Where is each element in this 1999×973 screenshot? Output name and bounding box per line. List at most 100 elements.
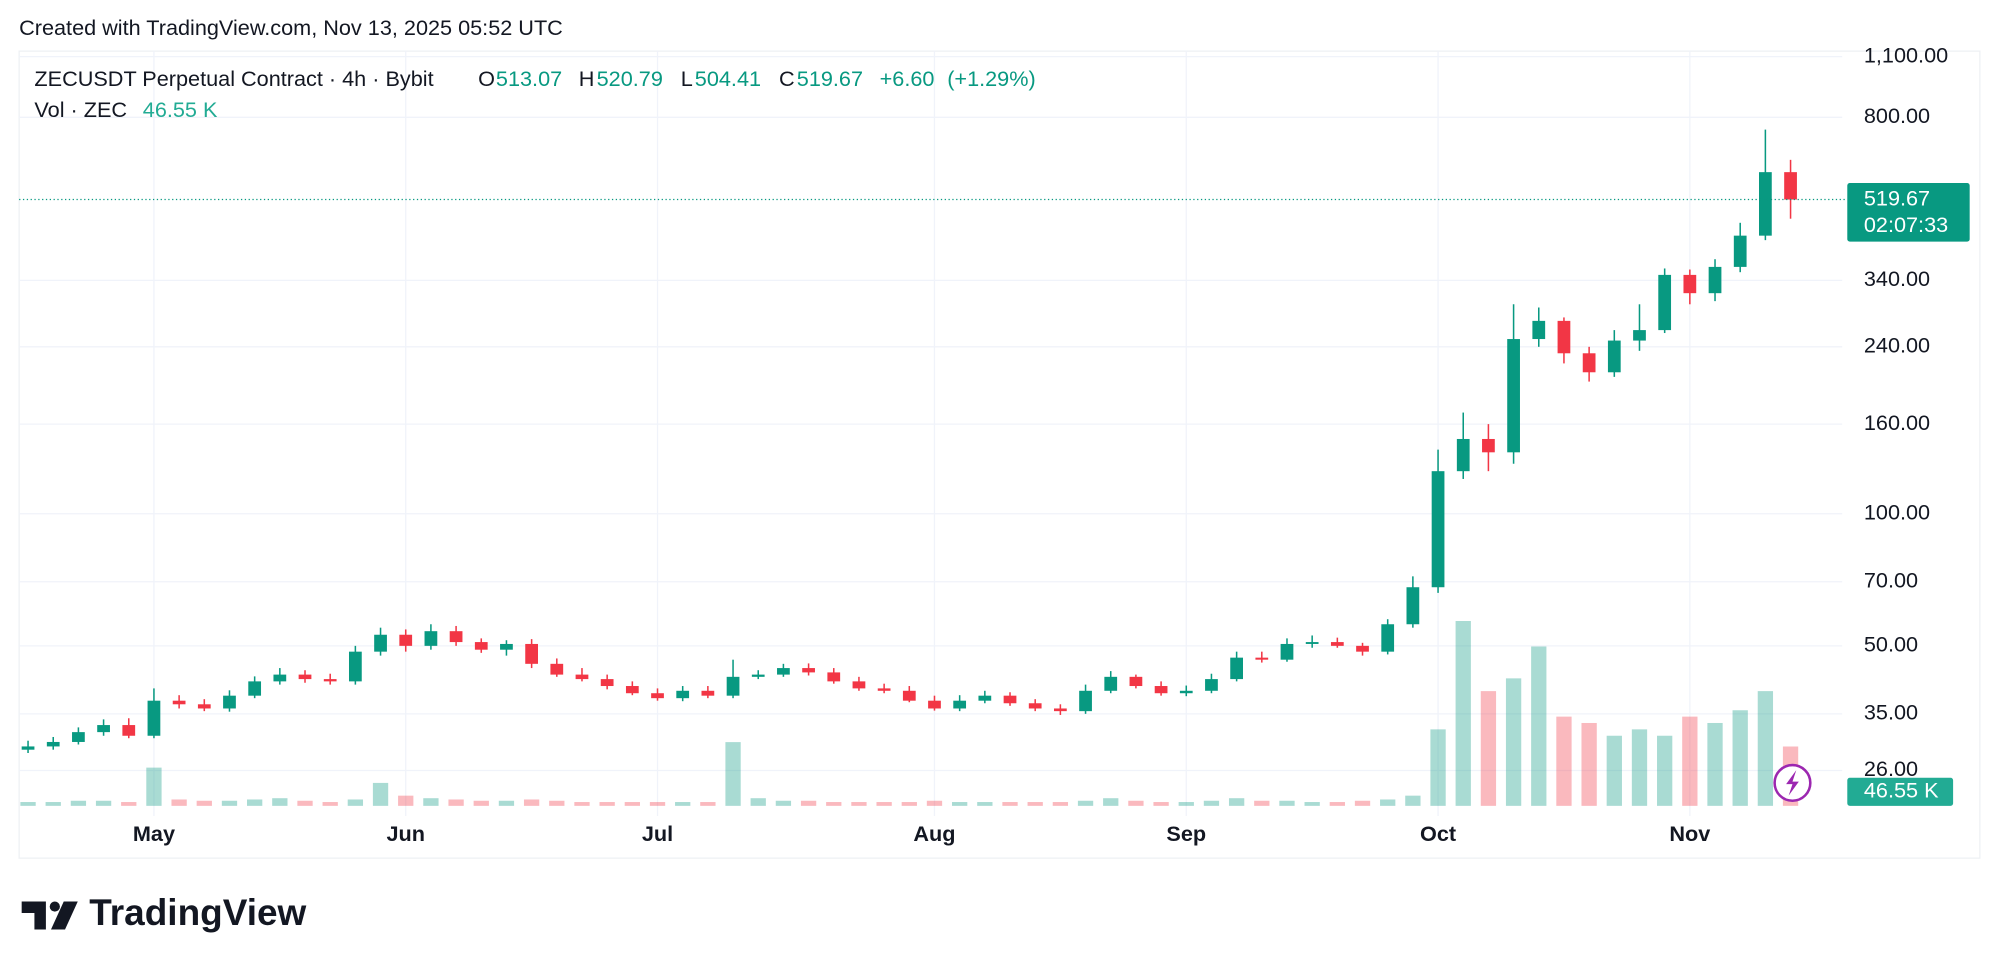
volume-layer [20, 620, 1799, 806]
volume-bar [347, 799, 364, 806]
candle-body [651, 693, 664, 699]
price-badge-value: 519.67 [1864, 185, 1930, 210]
candle-body [827, 672, 841, 682]
volume-bar [247, 799, 263, 806]
candle-body [751, 674, 765, 677]
candle-body [374, 634, 387, 652]
candle-body [1054, 708, 1067, 712]
candle-body [953, 700, 967, 709]
candle-body [852, 681, 866, 689]
volume-bar [1505, 678, 1522, 806]
y-tick-label: 35.00 [1864, 700, 1918, 725]
candle-body [1482, 438, 1495, 453]
candle-body [802, 668, 815, 673]
candle-body [1129, 676, 1143, 687]
volume-bar [1329, 802, 1345, 806]
volume-bar [1354, 800, 1371, 806]
volume-bar [523, 799, 540, 806]
volume-badge [1847, 777, 1954, 806]
volume-bar [146, 767, 162, 806]
candle-body [1658, 274, 1672, 331]
volume-bar [1405, 795, 1421, 806]
logo-mark [21, 901, 46, 930]
volume-bar [1455, 620, 1471, 806]
x-tick-label: Oct [1420, 821, 1456, 846]
y-tick-label: 160.00 [1864, 410, 1930, 435]
change-value: +6.60 [880, 66, 935, 91]
volume-bar [549, 800, 565, 806]
volume-bar [952, 802, 968, 806]
candle-body [1532, 320, 1546, 340]
close-value: 519.67 [797, 66, 863, 91]
candle-body [1607, 340, 1621, 373]
volume-bar [1153, 802, 1169, 806]
volume-bar [624, 802, 640, 806]
high-label: H [579, 66, 595, 91]
volume-bar [725, 742, 741, 806]
volume-bar [423, 798, 439, 806]
candle-body [72, 732, 85, 742]
volume-bar [851, 802, 867, 806]
candle-body [1330, 642, 1344, 646]
volume-bar [95, 800, 112, 806]
candle-body [197, 704, 211, 709]
y-tick-label: 26.00 [1864, 756, 1918, 781]
volume-bar [498, 800, 515, 806]
candle-body [298, 674, 312, 680]
candle-body [474, 642, 488, 650]
logo-dot [49, 901, 60, 912]
price-badge [1847, 182, 1970, 242]
volume-bar [649, 802, 666, 806]
y-tick-label: 800.00 [1864, 103, 1930, 128]
volume-bar [1077, 800, 1094, 806]
candle-body [676, 690, 690, 699]
grid [19, 51, 1843, 817]
volume-bar [826, 802, 842, 806]
volume-bar [1254, 800, 1270, 806]
candle-body [21, 746, 35, 750]
candle-body [575, 674, 589, 680]
brand-logo: TradingView [21, 892, 307, 933]
volume-bar [1556, 716, 1572, 806]
candle-body [323, 679, 337, 682]
overlay: 1,100.00 800.00 340.00 240.00 160.00 100.00 70… [19, 42, 1970, 846]
candle-body [525, 643, 538, 664]
volume-bar [1732, 710, 1748, 806]
candle-body [1733, 235, 1747, 267]
open-value: 513.07 [496, 66, 562, 91]
volume-bar [901, 802, 917, 806]
candle-body [1784, 172, 1797, 200]
candle-body [1356, 645, 1369, 652]
candle-body [97, 725, 110, 733]
candle-body [1507, 339, 1520, 453]
candle-body [1683, 274, 1697, 294]
candle-body [1230, 657, 1244, 680]
volume-bar [398, 795, 414, 806]
x-tick-label: Aug [913, 821, 955, 846]
candle-body [1028, 703, 1042, 709]
y-tick-label: 240.00 [1864, 333, 1930, 358]
volume-bar [70, 800, 87, 806]
candle-body [701, 690, 715, 696]
volume-bar [1707, 722, 1723, 806]
volume-bar [1682, 716, 1698, 806]
volume-bar [876, 802, 892, 806]
candle-body [1406, 587, 1420, 625]
x-tick-label: May [133, 821, 175, 846]
candle-body [1557, 320, 1571, 354]
candle-body [122, 725, 136, 736]
volume-bar [297, 800, 313, 806]
volume-bar [775, 800, 792, 806]
logo-slash [50, 901, 78, 930]
alert-bolt [1786, 770, 1799, 796]
candle-body [726, 676, 740, 696]
volume-bar [171, 799, 187, 806]
candle-body [978, 695, 992, 701]
volume-bar [800, 800, 817, 806]
high-value: 520.79 [597, 66, 663, 91]
alert-button[interactable] [1773, 763, 1812, 803]
volume-bar [599, 802, 615, 806]
candle-body [1381, 624, 1395, 652]
price-badge-countdown: 02:07:33 [1864, 212, 1948, 237]
volume-badge-value: 46.55 K [1864, 778, 1939, 803]
